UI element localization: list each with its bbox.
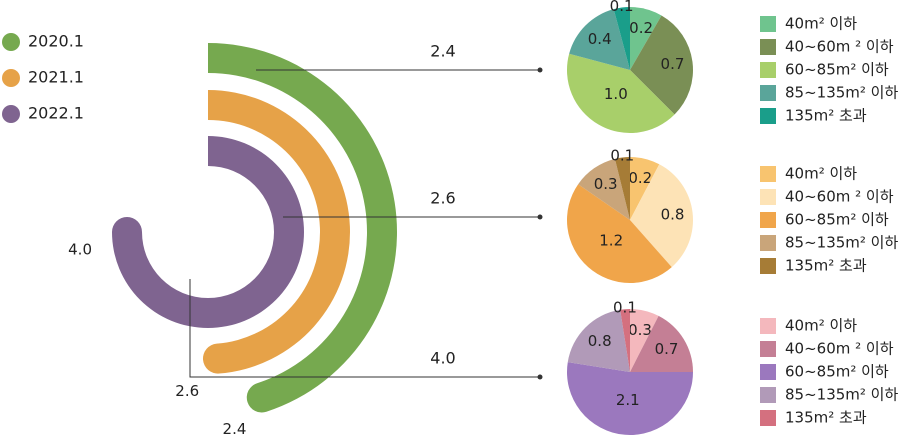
- pie-value-label-4.0-0: 0.3: [628, 321, 652, 339]
- pie-value-label-2.6-0: 0.2: [628, 169, 652, 187]
- radial-value-label-2020.1: 2.4: [223, 420, 247, 436]
- connector-dot-1: [537, 214, 543, 220]
- pie-2.4: 0.2 0.7 1.0 0.4 0.1: [567, 0, 694, 134]
- legend-label-2.6-2: 60~85m² 이하: [785, 211, 889, 229]
- connector-dot-0: [537, 67, 543, 73]
- connector-label-2.6: 2.6: [430, 189, 455, 208]
- legend-swatch-2.6-3: [760, 235, 776, 251]
- legend-label-4.0-3: 85~135m² 이하: [785, 386, 898, 404]
- pie-value-label-2.4-0: 0.2: [629, 19, 653, 37]
- legend-label-2.4-1: 40~60m ² 이하: [785, 38, 894, 56]
- legend-label-4.0-4: 135m² 초과: [785, 409, 867, 427]
- pie-slice-4.0-1: [630, 315, 693, 372]
- connector-dot-2: [537, 374, 543, 380]
- legend-label-4.0-1: 40~60m ² 이하: [785, 340, 894, 358]
- legend-label-2.6-3: 85~135m² 이하: [785, 234, 898, 252]
- pie-charts: 0.20.71.00.40.10.20.81.20.30.10.30.72.10…: [567, 0, 694, 435]
- pie-slice-4.0-3: [567, 309, 630, 372]
- pie-value-label-2.6-1: 0.8: [661, 205, 685, 223]
- pie-slice-4.0-2: [567, 362, 693, 435]
- radial-value-label-2021.1: 2.6: [175, 382, 199, 400]
- legend-label-2.6-0: 40m² 이하: [785, 165, 857, 183]
- pie-slice-4.0-4: [620, 309, 630, 372]
- legend-swatch-2.6-1: [760, 189, 776, 205]
- legend-label-2.4-0: 40m² 이하: [785, 15, 857, 33]
- radial-bar-chart: 2.4 2.6 4.0: [68, 43, 397, 438]
- pie-slice-2.6-0: [630, 157, 660, 220]
- pie-value-label-4.0-2: 2.1: [616, 391, 640, 409]
- legend-swatch-2.4-2: [760, 62, 776, 78]
- pie-slice-2.6-3: [578, 158, 630, 220]
- pie-slice-2.4-3: [569, 9, 630, 70]
- pie-value-label-2.4-4: 0.1: [610, 0, 634, 15]
- legend-swatch-4.0-2: [760, 364, 776, 380]
- legend-label-4.0-2: 60~85m² 이하: [785, 363, 889, 381]
- legend-swatch-2.6-0: [760, 166, 776, 182]
- legend-dot-2020.1: [2, 33, 20, 51]
- connector-label-4.0: 4.0: [430, 349, 455, 368]
- legend-swatch-2.4-3: [760, 85, 776, 101]
- pie-value-label-2.6-3: 0.3: [594, 175, 618, 193]
- legend-label-4.0-0: 40m² 이하: [785, 317, 857, 335]
- legend-swatch-2.4-0: [760, 16, 776, 32]
- category-legends: 40m² 이하 40~60m ² 이하 60~85m² 이하 85~135m² 이하 1…: [760, 15, 898, 427]
- legend-2.6: 40m² 이하 40~60m ² 이하 60~85m² 이하 85~135m² 이하 1…: [760, 165, 898, 275]
- pie-slice-2.4-4: [613, 7, 630, 70]
- legend-dot-2022.1: [2, 105, 20, 123]
- radial-bar-2021.1: [202, 90, 350, 374]
- pie-slice-2.6-2: [567, 184, 672, 283]
- radial-bar-2020.1: [208, 43, 397, 413]
- pie-value-label-2.6-2: 1.2: [599, 232, 623, 250]
- legend-4.0: 40m² 이하 40~60m ² 이하 60~85m² 이하 85~135m² 이하 1…: [760, 317, 898, 427]
- pie-slice-2.4-2: [567, 53, 675, 134]
- legend-swatch-2.6-2: [760, 212, 776, 228]
- radial-value-label-2022.1: 4.0: [68, 241, 92, 259]
- pie-value-label-2.4-1: 0.7: [661, 55, 685, 73]
- pie-value-label-2.6-4: 0.1: [610, 147, 634, 165]
- pie-slice-2.4-0: [630, 7, 662, 70]
- pie-slice-2.6-4: [614, 157, 630, 220]
- pie-value-label-2.4-3: 0.4: [588, 30, 612, 48]
- pie-value-label-4.0-1: 0.7: [655, 340, 679, 358]
- legend-swatch-4.0-0: [760, 318, 776, 334]
- legend-label-2.6-4: 135m² 초과: [785, 257, 867, 275]
- pie-value-label-4.0-3: 0.8: [588, 332, 612, 350]
- legend-swatch-4.0-3: [760, 387, 776, 403]
- legend-swatch-2.4-1: [760, 39, 776, 55]
- legend-label-2022.1: 2022.1: [28, 104, 84, 123]
- legend-label-2.4-3: 85~135m² 이하: [785, 84, 898, 102]
- connector-label-2.4: 2.4: [430, 42, 455, 61]
- pie-2.6: 0.2 0.8 1.2 0.3 0.1: [567, 147, 693, 283]
- year-legend: 2020.1 2021.1 2022.1: [2, 32, 84, 123]
- pie-4.0: 0.30.7 2.1 0.80.1: [567, 298, 693, 435]
- legend-2.4: 40m² 이하 40~60m ² 이하 60~85m² 이하 85~135m² 이하 1…: [760, 15, 898, 125]
- legend-label-2.6-1: 40~60m ² 이하: [785, 188, 894, 206]
- legend-label-2020.1: 2020.1: [28, 32, 84, 51]
- legend-label-2021.1: 2021.1: [28, 68, 84, 87]
- legend-swatch-4.0-1: [760, 341, 776, 357]
- pie-value-label-4.0-4: 0.1: [613, 298, 637, 316]
- connector-lines: 2.4 2.6 4.0: [189, 42, 543, 380]
- connector-line-2: [189, 279, 540, 378]
- pie-slice-2.4-1: [630, 15, 694, 115]
- pie-slice-4.0-0: [630, 309, 659, 372]
- legend-label-2.4-4: 135m² 초과: [785, 107, 867, 125]
- pie-value-label-2.4-2: 1.0: [604, 85, 628, 103]
- radial-bar-2022.1: [112, 136, 304, 328]
- legend-swatch-4.0-4: [760, 410, 776, 426]
- legend-dot-2021.1: [2, 69, 20, 87]
- legend-swatch-2.6-4: [760, 258, 776, 274]
- pie-slice-2.6-1: [630, 164, 693, 268]
- legend-label-2.4-2: 60~85m² 이하: [785, 61, 889, 79]
- legend-swatch-2.4-4: [760, 108, 776, 124]
